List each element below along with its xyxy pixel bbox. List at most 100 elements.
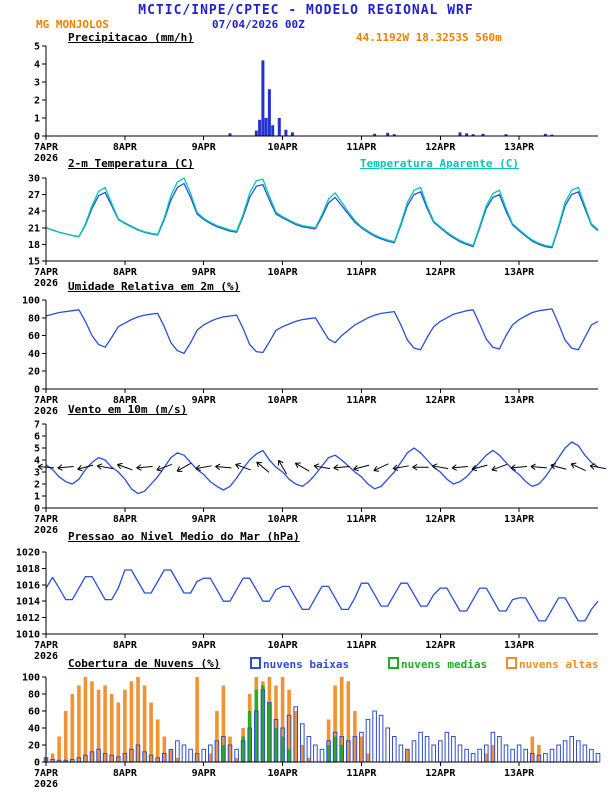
svg-text:0: 0: [34, 132, 40, 143]
svg-text:7APR: 7APR: [34, 142, 59, 153]
panel-title-temperature: 2-m Temperatura (C): [68, 157, 194, 170]
svg-text:8APR: 8APR: [113, 768, 138, 779]
svg-text:7APR: 7APR: [34, 395, 59, 406]
svg-text:18: 18: [28, 240, 40, 251]
svg-text:8APR: 8APR: [113, 142, 138, 153]
svg-text:7APR: 7APR: [34, 640, 59, 651]
svg-text:24: 24: [28, 207, 40, 218]
svg-text:13APR: 13APR: [504, 768, 535, 779]
svg-text:4: 4: [34, 456, 40, 467]
svg-text:60: 60: [28, 707, 40, 718]
svg-text:27: 27: [28, 190, 40, 201]
svg-text:1012: 1012: [16, 613, 40, 624]
svg-text:9APR: 9APR: [192, 267, 217, 278]
legend-mid-clouds-label: nuvens medias: [401, 658, 488, 671]
series-Umidade-Relativa-em-2m-(%): [45, 308, 599, 355]
svg-text:0: 0: [34, 504, 40, 515]
svg-text:12APR: 12APR: [425, 640, 456, 651]
svg-text:1010: 1010: [16, 630, 40, 641]
legend-low-clouds: nuvens baixas: [250, 657, 349, 671]
bars: [228, 60, 554, 136]
legend-high-clouds-label: nuvens altas: [519, 658, 599, 671]
svg-text:13APR: 13APR: [504, 267, 535, 278]
svg-text:2026: 2026: [34, 406, 58, 417]
high-clouds-swatch-icon: [506, 657, 517, 669]
svg-text:13APR: 13APR: [504, 640, 535, 651]
svg-text:80: 80: [28, 313, 40, 324]
svg-text:2026: 2026: [34, 278, 58, 289]
low-clouds-swatch-icon: [250, 657, 261, 669]
series-Vento-em-10m-(m/s): [45, 441, 599, 495]
svg-text:9APR: 9APR: [192, 142, 217, 153]
svg-text:10APR: 10APR: [268, 768, 299, 779]
series-Pressao-ao-Nivel-Medio-do-Mar-(hPa): [45, 569, 599, 622]
svg-text:5: 5: [34, 444, 40, 455]
svg-text:21: 21: [28, 223, 40, 234]
svg-text:1018: 1018: [16, 564, 40, 575]
svg-text:9APR: 9APR: [192, 514, 217, 525]
svg-text:0: 0: [34, 758, 40, 769]
page-title: MCTIC/INPE/CPTEC - MODELO REGIONAL WRF: [138, 3, 474, 18]
svg-text:60: 60: [28, 331, 40, 342]
svg-text:2026: 2026: [34, 525, 58, 536]
svg-text:2: 2: [34, 480, 40, 491]
panel-title-wind: Vento em 10m (m/s): [68, 403, 188, 416]
legend-mid-clouds: nuvens medias: [388, 657, 487, 671]
svg-text:0: 0: [34, 385, 40, 396]
bars-nuvens-baixas: [43, 689, 601, 763]
svg-text:7: 7: [34, 420, 40, 431]
svg-text:100: 100: [22, 296, 40, 307]
bars-nuvens-medias: [221, 685, 344, 763]
svg-text:30: 30: [28, 174, 40, 185]
svg-text:7APR: 7APR: [34, 267, 59, 278]
svg-text:8APR: 8APR: [113, 514, 138, 525]
legend-low-clouds-label: nuvens baixas: [263, 658, 350, 671]
svg-text:7APR: 7APR: [34, 514, 59, 525]
svg-text:8APR: 8APR: [113, 640, 138, 651]
svg-text:13APR: 13APR: [504, 142, 535, 153]
svg-text:3: 3: [34, 78, 40, 89]
svg-text:1: 1: [34, 114, 40, 125]
svg-text:15: 15: [28, 257, 40, 268]
svg-text:40: 40: [28, 349, 40, 360]
svg-text:13APR: 13APR: [504, 514, 535, 525]
svg-text:12APR: 12APR: [425, 768, 456, 779]
svg-text:12APR: 12APR: [425, 395, 456, 406]
svg-text:5: 5: [34, 42, 40, 53]
svg-text:7APR: 7APR: [34, 768, 59, 779]
svg-text:1020: 1020: [16, 548, 40, 559]
svg-text:2026: 2026: [34, 651, 58, 662]
svg-text:10APR: 10APR: [268, 640, 299, 651]
svg-text:9APR: 9APR: [192, 768, 217, 779]
panel-title-clouds: Cobertura de Nuvens (%): [68, 657, 221, 670]
svg-text:10APR: 10APR: [268, 395, 299, 406]
svg-text:11APR: 11APR: [346, 768, 377, 779]
svg-text:40: 40: [28, 724, 40, 735]
panel-title-pressure: Pressao ao Nivel Medio do Mar (hPa): [68, 530, 300, 543]
svg-text:10APR: 10APR: [268, 142, 299, 153]
svg-text:11APR: 11APR: [346, 395, 377, 406]
svg-text:12APR: 12APR: [425, 514, 456, 525]
station-label: MG MONJOLOS: [36, 18, 109, 31]
coords-label: 44.1192W 18.3253S 560m: [356, 31, 502, 44]
svg-text:20: 20: [28, 367, 40, 378]
svg-text:1: 1: [34, 492, 40, 503]
svg-text:8APR: 8APR: [113, 267, 138, 278]
svg-text:11APR: 11APR: [346, 267, 377, 278]
svg-text:100: 100: [22, 673, 40, 684]
mid-clouds-swatch-icon: [388, 657, 399, 669]
svg-text:12APR: 12APR: [425, 142, 456, 153]
series-Temperatura-Aparente-(C): [45, 177, 599, 248]
panel-title-precipitation: Precipitacao (mm/h): [68, 31, 194, 44]
svg-text:6: 6: [34, 432, 40, 443]
panel-title-humidity: Umidade Relativa em 2m (%): [68, 280, 241, 293]
svg-text:11APR: 11APR: [346, 142, 377, 153]
svg-text:10APR: 10APR: [268, 267, 299, 278]
svg-text:11APR: 11APR: [346, 640, 377, 651]
svg-text:10APR: 10APR: [268, 514, 299, 525]
